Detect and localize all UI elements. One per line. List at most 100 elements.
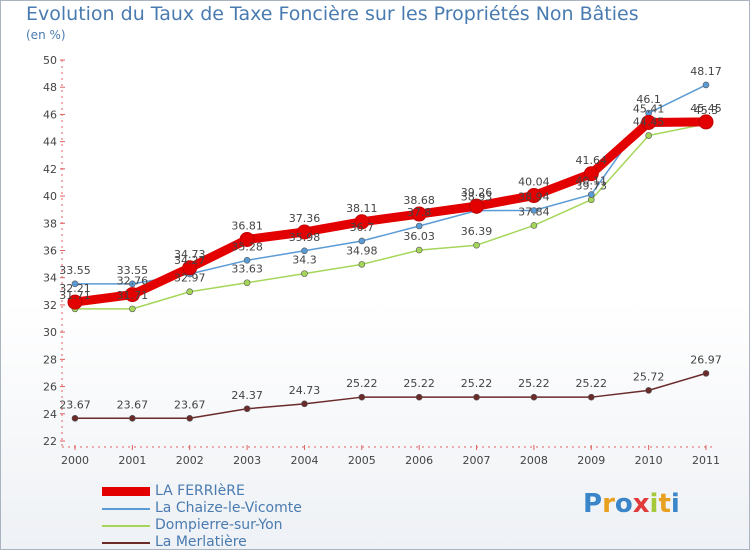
logo-letter: o <box>614 489 633 519</box>
legend-swatch-3 <box>102 542 150 544</box>
y-tick-label: 32 <box>43 299 57 312</box>
data-point <box>301 247 308 255</box>
data-point <box>641 114 657 130</box>
data-label: 38.94 <box>518 190 550 203</box>
data-point <box>415 246 423 254</box>
data-label: 37.36 <box>289 212 321 225</box>
data-label: 35.28 <box>231 240 263 253</box>
data-label: 45.3 <box>694 104 719 117</box>
data-label: 34.73 <box>174 248 206 261</box>
data-point <box>354 214 370 230</box>
data-label: 25.72 <box>633 370 665 383</box>
y-tick-label: 46 <box>43 108 57 121</box>
data-point <box>530 207 538 214</box>
data-point <box>243 279 251 287</box>
data-label: 45.41 <box>633 102 665 115</box>
series-line-3 <box>75 372 707 420</box>
data-label: 33.55 <box>59 264 91 277</box>
logo-letter: i <box>649 489 659 519</box>
legend-swatch-0 <box>102 487 150 496</box>
data-label: 39.73 <box>576 180 608 193</box>
data-point <box>301 400 308 408</box>
logo-letter: i <box>670 489 680 519</box>
data-label: 32.76 <box>117 275 149 288</box>
data-label: 40.04 <box>518 176 550 189</box>
data-label: 36.03 <box>403 230 435 243</box>
legend-swatch-1 <box>102 508 150 510</box>
data-point <box>186 414 194 422</box>
data-label: 25.22 <box>461 377 493 390</box>
data-point <box>473 241 480 249</box>
data-point <box>702 370 710 377</box>
data-point <box>129 414 136 422</box>
data-label: 36.81 <box>231 219 263 232</box>
y-tick-label: 34 <box>43 272 57 285</box>
data-point <box>415 222 423 230</box>
x-tick-label: 2007 <box>463 454 491 467</box>
legend-label-1: La Chaize-le-Vicomte <box>155 500 302 516</box>
y-tick-label: 48 <box>43 81 57 94</box>
data-label: 48.17 <box>690 65 722 78</box>
data-label: 33.55 <box>117 264 149 277</box>
logo-letter: P <box>583 489 603 519</box>
y-tick-label: 40 <box>43 190 57 203</box>
proxiti-logo: Proxiti <box>583 489 680 519</box>
data-point <box>526 188 542 204</box>
data-label: 25.22 <box>346 377 378 390</box>
data-label: 25.22 <box>576 377 608 390</box>
data-point <box>296 224 312 240</box>
data-label: 37.8 <box>407 206 432 219</box>
data-point <box>182 260 198 276</box>
x-tick-label: 2006 <box>405 454 433 467</box>
data-point <box>358 237 366 245</box>
legend-label-2: Dompierre-sur-Yon <box>155 517 283 533</box>
data-label: 37.84 <box>518 205 550 218</box>
data-point <box>358 393 366 401</box>
y-tick-label: 30 <box>43 326 57 339</box>
data-label: 38.68 <box>403 194 435 207</box>
logo-letter: t <box>658 489 671 519</box>
data-label: 24.37 <box>231 389 263 402</box>
data-label: 34.27 <box>174 254 206 267</box>
data-point <box>301 270 308 277</box>
y-tick-label: 38 <box>43 217 57 230</box>
y-tick-label: 28 <box>43 353 57 366</box>
data-label: 24.73 <box>289 384 321 397</box>
data-point <box>530 393 538 401</box>
y-tick-label: 24 <box>43 408 57 421</box>
data-point <box>530 222 538 229</box>
data-label: 32.97 <box>174 272 206 285</box>
unit-label: (en %) <box>26 28 66 42</box>
chart-title: Evolution du Taux de Taxe Foncière sur l… <box>26 3 639 25</box>
data-point <box>186 288 194 296</box>
data-label: 38.93 <box>461 191 493 204</box>
data-label: 41.64 <box>576 154 608 167</box>
data-point <box>124 287 140 303</box>
data-label: 32.21 <box>59 282 91 295</box>
data-point <box>71 280 79 288</box>
data-label: 44.45 <box>633 116 665 129</box>
data-point <box>239 231 255 247</box>
data-label: 40.11 <box>576 175 608 188</box>
y-tick-label: 50 <box>43 54 57 67</box>
x-tick-label: 2011 <box>692 454 720 467</box>
data-point <box>129 305 136 313</box>
y-tick-label: 22 <box>43 435 57 448</box>
data-label: 35.98 <box>289 231 321 244</box>
data-label: 25.22 <box>518 377 550 390</box>
data-point <box>243 256 251 264</box>
data-point <box>415 393 423 401</box>
y-tick-label: 44 <box>43 136 57 149</box>
x-tick-label: 2010 <box>635 454 663 467</box>
data-label: 31.71 <box>59 289 91 302</box>
data-point <box>645 132 652 139</box>
data-label: 23.67 <box>117 398 149 411</box>
y-tick-label: 36 <box>43 245 57 258</box>
data-point <box>645 387 652 394</box>
data-point <box>129 280 136 288</box>
x-tick-label: 2001 <box>118 454 146 467</box>
data-point <box>358 261 366 268</box>
data-label: 45.45 <box>690 102 722 115</box>
y-tick-label: 26 <box>43 381 57 394</box>
